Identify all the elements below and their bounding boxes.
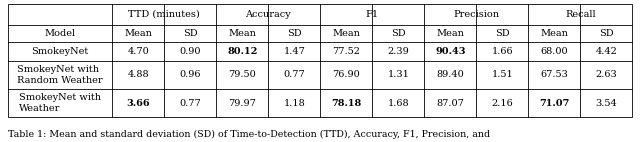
Text: 4.70: 4.70 bbox=[127, 47, 149, 56]
Text: Recall: Recall bbox=[565, 10, 596, 19]
Text: SD: SD bbox=[287, 29, 301, 38]
Text: SmokeyNet with
Random Weather: SmokeyNet with Random Weather bbox=[17, 65, 103, 84]
Text: 0.77: 0.77 bbox=[179, 99, 201, 107]
Text: SD: SD bbox=[495, 29, 509, 38]
Text: 71.07: 71.07 bbox=[539, 99, 570, 107]
Text: 1.18: 1.18 bbox=[284, 99, 305, 107]
Text: 3.66: 3.66 bbox=[127, 99, 150, 107]
Text: Mean: Mean bbox=[332, 29, 360, 38]
Text: Accuracy: Accuracy bbox=[246, 10, 291, 19]
Text: Model: Model bbox=[44, 29, 76, 38]
Text: 2.63: 2.63 bbox=[595, 70, 617, 79]
Text: 87.07: 87.07 bbox=[436, 99, 464, 107]
Text: 78.18: 78.18 bbox=[332, 99, 362, 107]
Text: SD: SD bbox=[599, 29, 614, 38]
Text: Table 1: Mean and standard deviation (SD) of Time-to-Detection (TTD), Accuracy, : Table 1: Mean and standard deviation (SD… bbox=[8, 130, 490, 139]
Text: 1.51: 1.51 bbox=[492, 70, 513, 79]
Text: 77.52: 77.52 bbox=[332, 47, 360, 56]
Text: SD: SD bbox=[391, 29, 406, 38]
Text: 68.00: 68.00 bbox=[541, 47, 568, 56]
Text: 0.90: 0.90 bbox=[180, 47, 201, 56]
Text: Mean: Mean bbox=[436, 29, 464, 38]
Text: 4.88: 4.88 bbox=[127, 70, 149, 79]
Text: SmokeyNet: SmokeyNet bbox=[31, 47, 88, 56]
Text: 89.40: 89.40 bbox=[436, 70, 464, 79]
Text: 1.47: 1.47 bbox=[284, 47, 305, 56]
Text: 2.39: 2.39 bbox=[387, 47, 409, 56]
Text: 1.68: 1.68 bbox=[388, 99, 409, 107]
Text: 0.77: 0.77 bbox=[284, 70, 305, 79]
Text: TTD (minutes): TTD (minutes) bbox=[129, 10, 200, 19]
Text: F1: F1 bbox=[366, 10, 379, 19]
Text: 1.66: 1.66 bbox=[492, 47, 513, 56]
Text: 76.90: 76.90 bbox=[332, 70, 360, 79]
Text: 67.53: 67.53 bbox=[540, 70, 568, 79]
Text: 90.43: 90.43 bbox=[435, 47, 465, 56]
Bar bbox=[8, 4, 632, 117]
Text: 3.54: 3.54 bbox=[595, 99, 617, 107]
Text: Mean: Mean bbox=[228, 29, 256, 38]
Text: 1.31: 1.31 bbox=[387, 70, 409, 79]
Text: 4.42: 4.42 bbox=[595, 47, 617, 56]
Text: 79.97: 79.97 bbox=[228, 99, 256, 107]
Text: 80.12: 80.12 bbox=[227, 47, 257, 56]
Text: SmokeyNet with
Weather: SmokeyNet with Weather bbox=[19, 93, 101, 113]
Text: SD: SD bbox=[183, 29, 198, 38]
Text: Mean: Mean bbox=[540, 29, 568, 38]
Text: 79.50: 79.50 bbox=[228, 70, 256, 79]
Text: Precision: Precision bbox=[453, 10, 499, 19]
Text: 0.96: 0.96 bbox=[180, 70, 201, 79]
Text: Mean: Mean bbox=[124, 29, 152, 38]
Text: 2.16: 2.16 bbox=[492, 99, 513, 107]
